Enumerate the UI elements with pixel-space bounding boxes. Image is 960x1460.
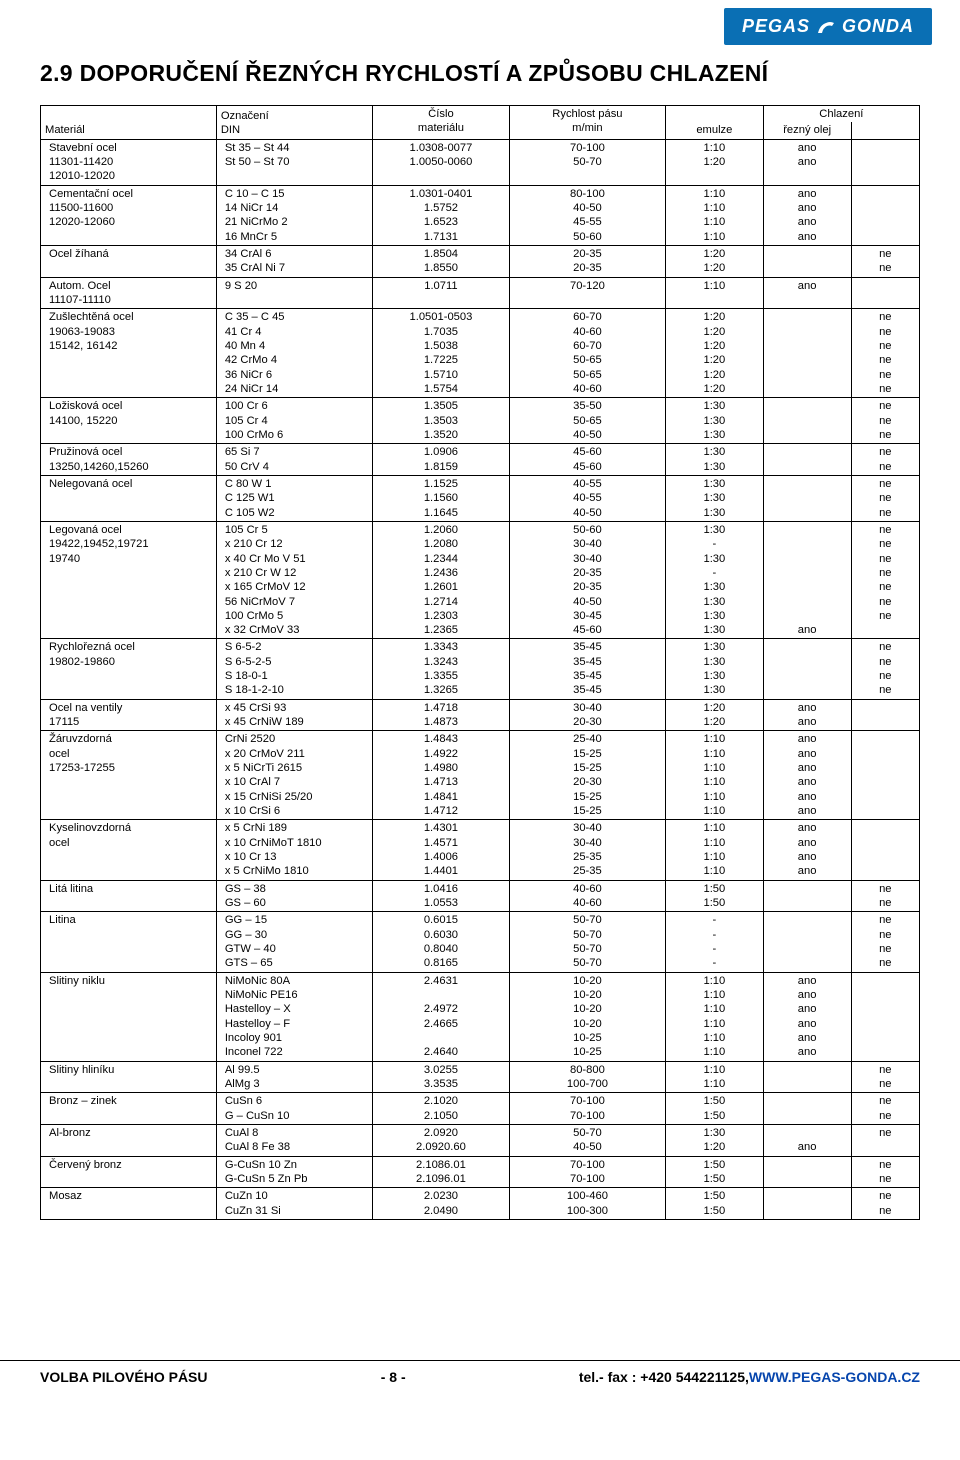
cutting-speeds-table: Materiál OznačeníDIN Číslomateriálu Rych… [40, 105, 920, 1220]
page-title: 2.9 DOPORUČENÍ ŘEZNÝCH RYCHLOSTÍ A ZPŮSO… [40, 60, 920, 87]
footer-right: tel.- fax : +420 544221125,WWW.PEGAS-GON… [579, 1369, 920, 1385]
page-footer: VOLBA PILOVÉHO PÁSU - 8 - tel.- fax : +4… [0, 1360, 960, 1425]
footer-page: - 8 - [381, 1369, 406, 1385]
brand-logo: PEGAS GONDA [724, 8, 932, 45]
pegasus-icon [816, 17, 836, 37]
footer-link[interactable]: WWW.PEGAS-GONDA.CZ [749, 1369, 920, 1385]
footer-left: VOLBA PILOVÉHO PÁSU [40, 1369, 208, 1385]
brand-text-right: GONDA [842, 16, 914, 37]
brand-text-left: PEGAS [742, 16, 810, 37]
brand-header: PEGAS GONDA [0, 0, 960, 56]
